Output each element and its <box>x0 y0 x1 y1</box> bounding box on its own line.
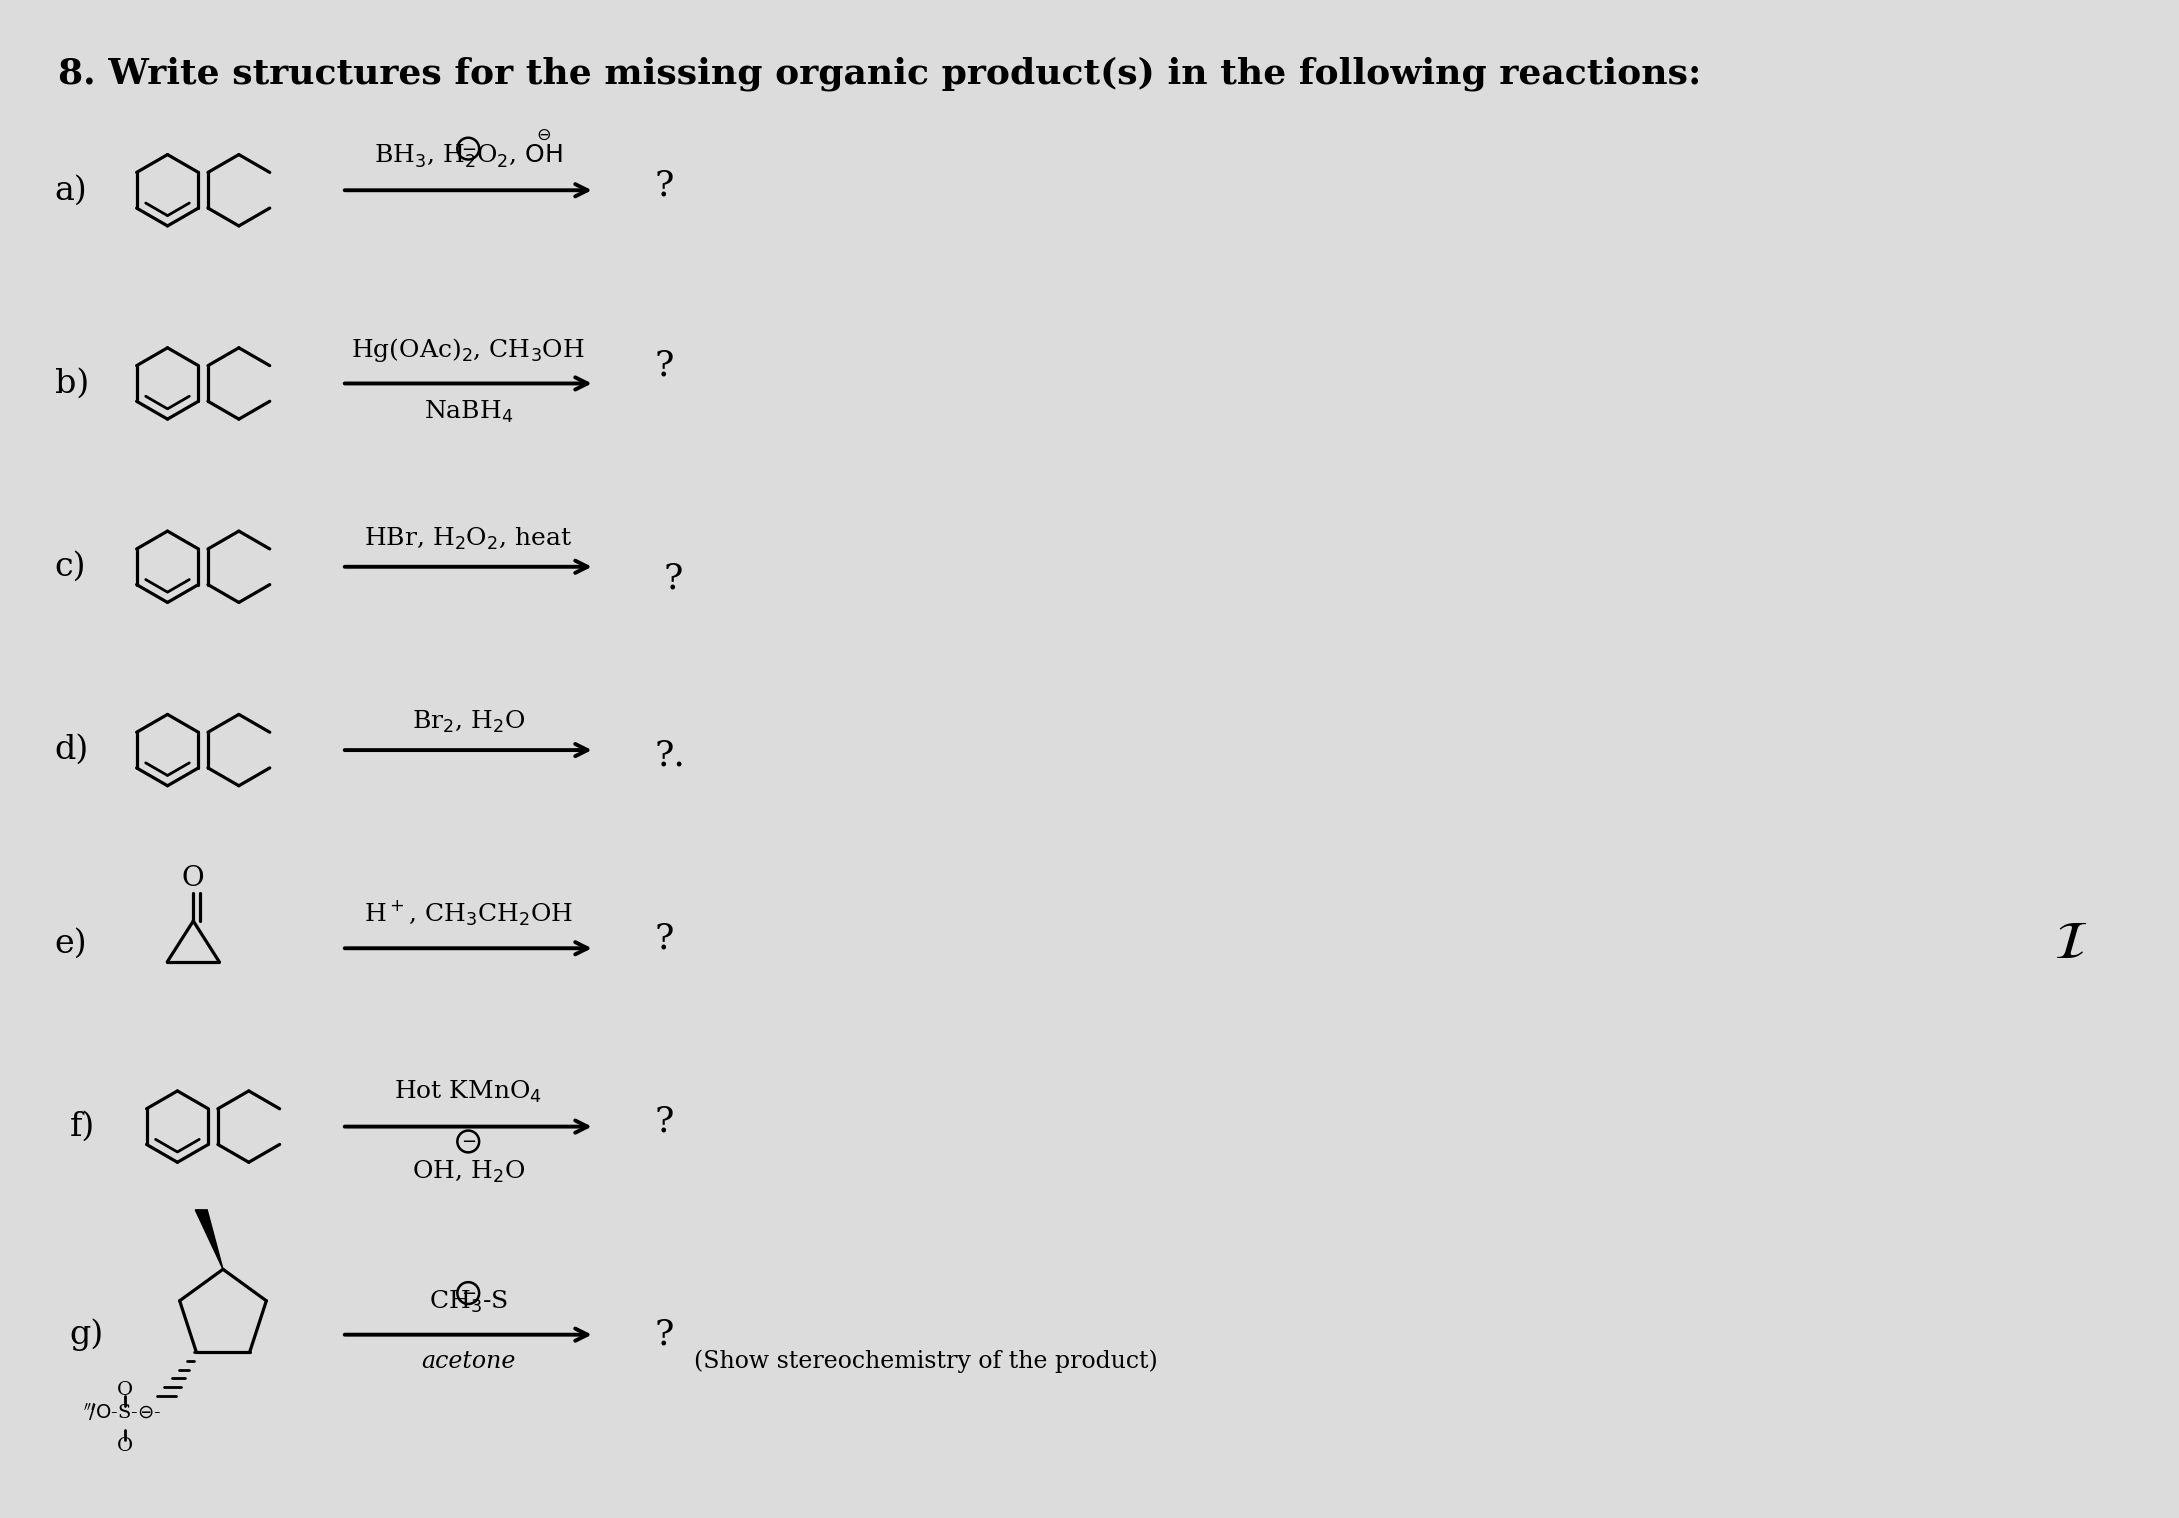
Text: c): c) <box>54 551 85 583</box>
Text: Hot KMnO$_4$: Hot KMnO$_4$ <box>394 1079 543 1105</box>
Text: OH, H$_2$O: OH, H$_2$O <box>412 1158 525 1184</box>
Text: O: O <box>118 1438 133 1454</box>
Text: ?: ? <box>654 1318 673 1351</box>
Text: −: − <box>460 141 475 158</box>
Text: b): b) <box>54 367 89 399</box>
Text: O: O <box>118 1381 133 1400</box>
Text: 8. Write structures for the missing organic product(s) in the following reaction: 8. Write structures for the missing orga… <box>57 56 1702 91</box>
Text: $^{\prime\prime\prime}\!\!\mathrm{/O}$-S-$\ominus$-: $^{\prime\prime\prime}\!\!\mathrm{/O}$-S… <box>83 1401 161 1424</box>
Text: NaBH$_4$: NaBH$_4$ <box>423 398 512 425</box>
Text: d): d) <box>54 735 89 767</box>
Text: ?: ? <box>654 1105 673 1138</box>
Text: BH$_3$, H$_2$O$_2$, $\overset{\ominus}{\mathrm{OH}}$: BH$_3$, H$_2$O$_2$, $\overset{\ominus}{\… <box>375 129 562 170</box>
Text: HBr, H$_2$O$_2$, heat: HBr, H$_2$O$_2$, heat <box>364 525 573 553</box>
Text: ?: ? <box>654 349 673 383</box>
Text: e): e) <box>54 927 87 959</box>
Text: acetone: acetone <box>421 1350 516 1372</box>
Polygon shape <box>196 1210 222 1269</box>
Text: CH$_3$-S: CH$_3$-S <box>429 1289 508 1315</box>
Text: Hg(OAc)$_2$, CH$_3$OH: Hg(OAc)$_2$, CH$_3$OH <box>351 335 586 364</box>
Text: (Show stereochemistry of the product): (Show stereochemistry of the product) <box>693 1350 1157 1374</box>
Text: f): f) <box>70 1111 94 1143</box>
Text: ?: ? <box>654 168 673 202</box>
Text: H$^+$, CH$_3$CH$_2$OH: H$^+$, CH$_3$CH$_2$OH <box>364 899 573 929</box>
Text: Br$_2$, H$_2$O: Br$_2$, H$_2$O <box>412 709 525 735</box>
Text: O: O <box>183 865 205 891</box>
Text: ?: ? <box>665 562 684 595</box>
Text: g): g) <box>70 1318 105 1351</box>
Text: $\mathcal{I}$: $\mathcal{I}$ <box>2055 918 2087 968</box>
Text: −: − <box>460 1286 475 1302</box>
Text: a): a) <box>54 175 87 206</box>
Text: −: − <box>460 1134 475 1152</box>
Text: ?: ? <box>654 921 673 955</box>
Text: ?.: ?. <box>654 738 684 773</box>
